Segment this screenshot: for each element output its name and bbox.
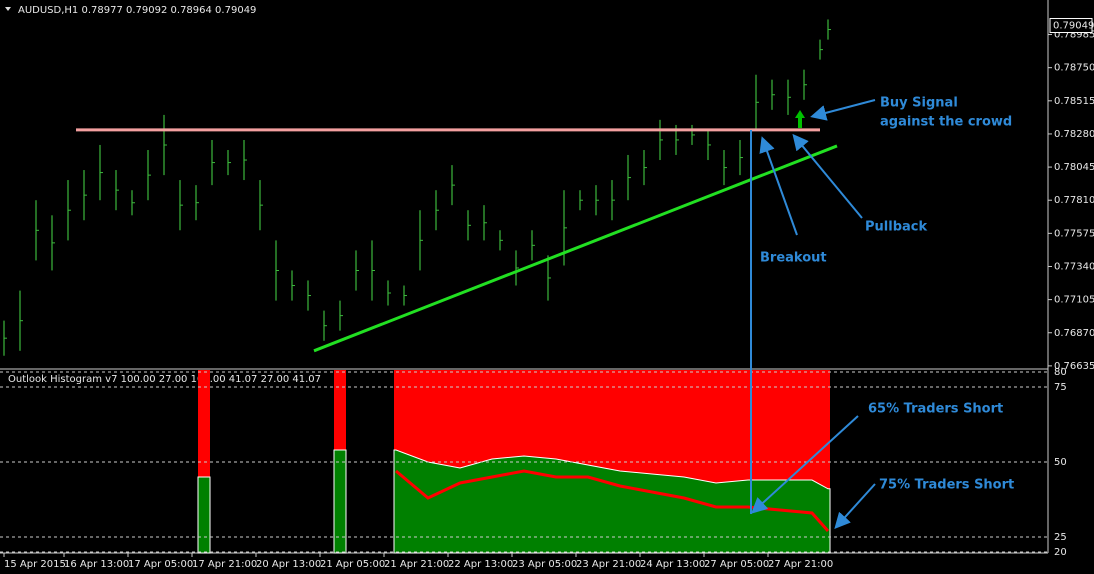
y-tick-label: 80 (1054, 367, 1067, 378)
green-area (197, 476, 211, 554)
arrow (834, 483, 876, 529)
y-tick-label: 20 (1054, 547, 1067, 558)
y-tick-label: 0.77340 (1054, 261, 1094, 272)
y-tick-label: 0.76635 (1054, 361, 1094, 372)
arrow (792, 133, 863, 219)
y-tick-label: 0.78280 (1054, 129, 1094, 140)
plot: 0.78985 0.78750 0.78515 0.78280 0.78045 0.778… (0, 18, 1094, 570)
y-tick-label: 25 (1054, 532, 1067, 543)
y-tick-label: 0.76870 (1054, 328, 1094, 339)
x-tick-label: 17 Apr 05:00 (128, 559, 193, 570)
x-tick-label: 15 Apr 2015 (4, 559, 66, 570)
x-tick-label: 21 Apr 21:00 (384, 559, 449, 570)
annotation: Buy Signal (880, 96, 958, 111)
trend-line (313, 144, 838, 353)
annotation: 75% Traders Short (879, 478, 1014, 493)
indicator-header: Outlook Histogram v7 100.00 27.00 100.00… (8, 374, 321, 385)
y-tick-label: 0.78515 (1054, 96, 1094, 107)
x-tick-label: 22 Apr 13:00 (448, 559, 513, 570)
x-tick-label: 23 Apr 05:00 (512, 559, 577, 570)
last-price-label: 0.79049 (1053, 21, 1094, 32)
x-tick-label: 27 Apr 05:00 (704, 559, 769, 570)
arrow (751, 415, 859, 514)
annotation: Breakout (760, 251, 827, 266)
symbol-header: AUDUSD,H1 0.78977 0.79092 0.78964 0.7904… (18, 5, 256, 16)
y-tick-label: 75 (1054, 382, 1067, 393)
annotation: Pullback (865, 220, 927, 235)
y-tick-label: 0.77810 (1054, 195, 1094, 206)
annotation: against the crowd (880, 115, 1012, 130)
y-tick-label: 0.78985 (1054, 30, 1094, 41)
arrow (759, 136, 798, 236)
y-tick-label: 50 (1054, 457, 1067, 468)
buy-arrow (795, 110, 805, 128)
x-tick-label: 20 Apr 13:00 (256, 559, 321, 570)
red-line (395, 469, 830, 532)
x-tick-label: 21 Apr 05:00 (320, 559, 385, 570)
y-tick-label: 0.77105 (1054, 295, 1094, 306)
last-price-box (1049, 18, 1093, 34)
x-tick-label: 24 Apr 13:00 (640, 559, 705, 570)
menu-triangle[interactable] (5, 7, 11, 11)
y-tick-label: 0.78750 (1054, 63, 1094, 74)
x-tick-label: 27 Apr 21:00 (768, 559, 833, 570)
x-tick-label: 16 Apr 13:00 (64, 559, 129, 570)
x-tick-label: 17 Apr 21:00 (192, 559, 257, 570)
annotation: 65% Traders Short (868, 402, 1003, 417)
y-tick-label: 0.77575 (1054, 228, 1094, 239)
green-area (333, 449, 347, 554)
y-tick-label: 0.78045 (1054, 162, 1094, 173)
arrow (810, 99, 876, 121)
x-tick-label: 23 Apr 21:00 (576, 559, 641, 570)
